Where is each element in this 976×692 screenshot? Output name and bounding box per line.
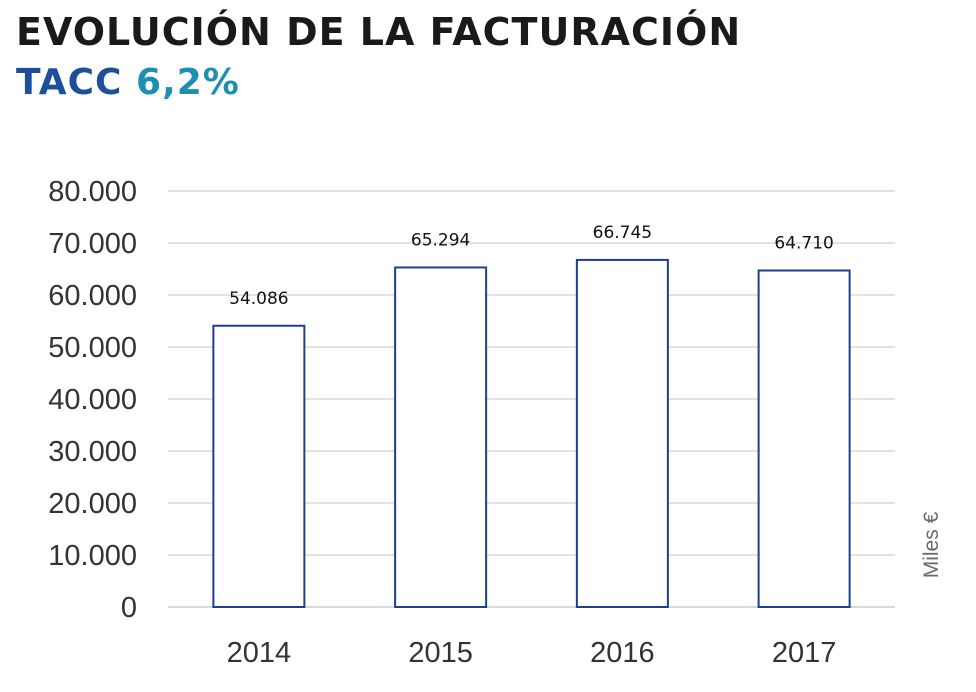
data-label-2015: 65.294 xyxy=(411,230,470,250)
y-tick-label: 30.000 xyxy=(48,436,137,468)
y-axis-unit-label: Miles € xyxy=(920,511,943,578)
x-tick-label-2016: 2016 xyxy=(590,637,655,669)
chart-title: EVOLUCIÓN DE LA FACTURACIÓN xyxy=(16,10,742,54)
x-axis-ticks: 2014 2015 2016 2017 xyxy=(227,637,837,669)
y-tick-label: 70.000 xyxy=(48,228,137,260)
y-tick-label: 60.000 xyxy=(48,280,137,312)
subtitle-value: 6,2% xyxy=(136,62,240,103)
y-tick-label: 10.000 xyxy=(48,540,137,572)
bars xyxy=(212,258,851,608)
data-label-2014: 54.086 xyxy=(229,289,288,309)
data-label-2016: 66.745 xyxy=(593,223,652,243)
chart-subtitle: TACC 6,2% xyxy=(16,62,240,103)
bar-2014 xyxy=(212,324,306,608)
bar-2015 xyxy=(394,266,488,608)
subtitle-label: TACC xyxy=(16,62,123,103)
y-tick-label: 50.000 xyxy=(48,332,137,364)
x-tick-label-2014: 2014 xyxy=(227,637,292,669)
bar-2017 xyxy=(757,269,851,608)
data-labels: 54.086 65.294 66.745 64.710 xyxy=(229,223,834,309)
x-tick-label-2015: 2015 xyxy=(408,637,473,669)
y-tick-label: 20.000 xyxy=(48,488,137,520)
y-axis-ticks: 0 10.000 20.000 30.000 40.000 50.000 60.000 70.… xyxy=(48,176,137,624)
data-label-2017: 64.710 xyxy=(774,234,833,254)
bar-2016 xyxy=(575,258,669,608)
y-tick-label: 80.000 xyxy=(48,176,137,208)
y-tick-label: 0 xyxy=(121,592,137,624)
y-tick-label: 40.000 xyxy=(48,384,137,416)
x-tick-label-2017: 2017 xyxy=(772,637,837,669)
